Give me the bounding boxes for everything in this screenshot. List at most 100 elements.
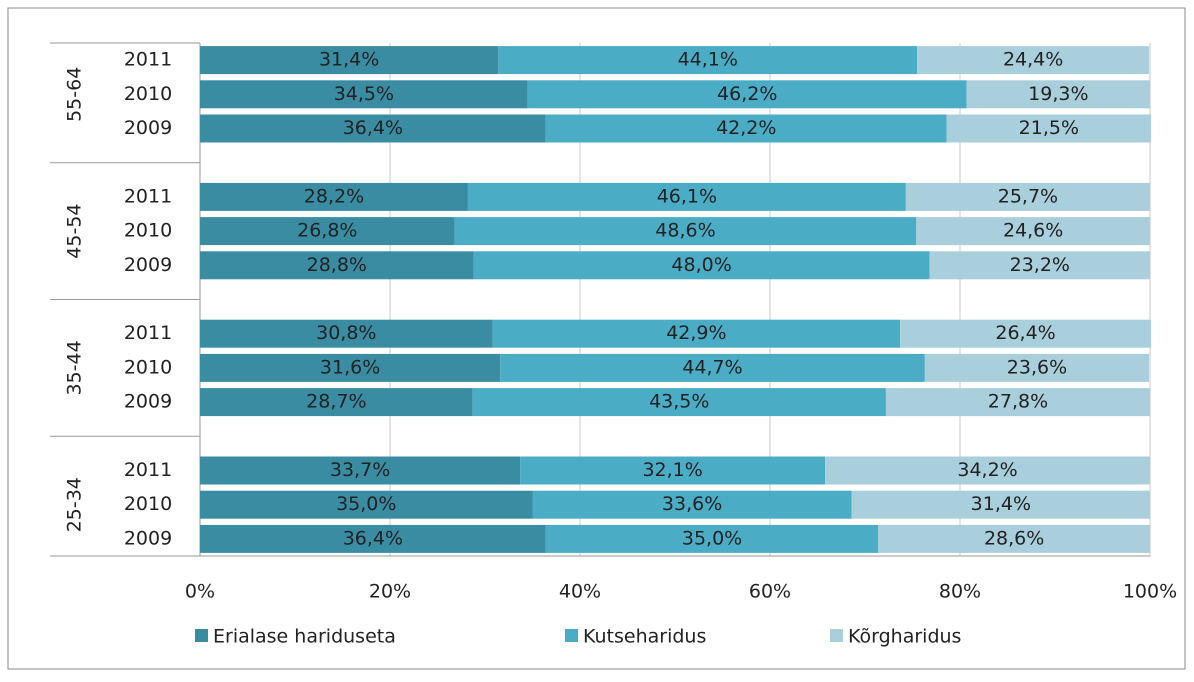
value-label: 27,8% (988, 391, 1048, 413)
bar-segment (929, 251, 1150, 280)
x-tick-label: 20% (369, 581, 411, 603)
bar-segment (200, 524, 546, 553)
y-tick-label: 2011 (124, 49, 172, 71)
bar-segment (527, 80, 967, 109)
bar-segment (966, 80, 1150, 109)
value-label: 28,2% (304, 185, 364, 207)
bar-segment (825, 456, 1150, 485)
group-label: 35-44 (64, 340, 86, 395)
value-label: 31,4% (319, 49, 379, 71)
value-label: 34,5% (334, 83, 394, 105)
bar-segment (885, 388, 1150, 417)
bar-segment (454, 217, 917, 246)
value-label: 42,2% (716, 117, 776, 139)
legend-swatch (195, 629, 208, 642)
legend-label: Kõrgharidus (848, 626, 961, 648)
value-label: 31,4% (971, 493, 1031, 515)
y-tick-label: 2010 (124, 220, 172, 242)
legend-swatch (830, 629, 843, 642)
bar-segment (545, 114, 947, 143)
value-label: 44,7% (682, 356, 742, 378)
y-tick-label: 2011 (124, 459, 172, 481)
y-tick-label: 2009 (124, 254, 172, 276)
y-tick-label: 2010 (124, 356, 172, 378)
x-tick-label: 40% (559, 581, 601, 603)
value-label: 23,2% (1010, 254, 1070, 276)
bar-segment (200, 182, 468, 211)
bar-segment (200, 80, 528, 109)
value-label: 42,9% (666, 322, 726, 344)
value-label: 24,4% (1003, 49, 1063, 71)
y-tick-label: 2011 (124, 322, 172, 344)
value-label: 31,6% (320, 356, 380, 378)
value-label: 19,3% (1028, 83, 1088, 105)
bar-segment (472, 388, 886, 417)
value-label: 28,7% (306, 391, 366, 413)
group-label: 25-34 (64, 477, 86, 532)
value-label: 36,4% (343, 527, 403, 549)
value-label: 48,0% (671, 254, 731, 276)
bar-segment (200, 388, 473, 417)
legend-label: Erialase hariduseta (213, 626, 396, 648)
legend-label: Kutseharidus (583, 626, 706, 648)
value-label: 24,6% (1003, 220, 1063, 242)
bar-segment (492, 319, 901, 348)
value-label: 36,4% (343, 117, 403, 139)
x-tick-label: 0% (185, 581, 215, 603)
bar-segment (473, 251, 930, 280)
bar-segment (200, 490, 533, 519)
value-label: 26,8% (297, 220, 357, 242)
bar-segment (200, 217, 455, 246)
value-label: 35,0% (682, 527, 742, 549)
bar-segment (532, 490, 852, 519)
y-tick-label: 2010 (124, 493, 172, 515)
value-label: 23,6% (1007, 356, 1067, 378)
value-label: 33,6% (662, 493, 722, 515)
y-tick-label: 2009 (124, 117, 172, 139)
y-tick-label: 2010 (124, 83, 172, 105)
bar-segment (917, 46, 1150, 75)
value-label: 33,7% (330, 459, 390, 481)
bar-segment (200, 456, 521, 485)
x-tick-label: 100% (1123, 581, 1177, 603)
group-label: 45-54 (64, 203, 86, 258)
value-label: 28,8% (307, 254, 367, 276)
bar-segment (905, 182, 1150, 211)
value-label: 21,5% (1019, 117, 1079, 139)
value-label: 30,8% (316, 322, 376, 344)
bar-segment (200, 353, 501, 382)
bar-segment (500, 353, 925, 382)
bar-segment (545, 524, 879, 553)
bar-segment (878, 524, 1150, 553)
x-tick-label: 80% (939, 581, 981, 603)
bar-segment (498, 46, 918, 75)
value-label: 46,1% (657, 185, 717, 207)
bar-segment (467, 182, 906, 211)
bar-segment (200, 251, 474, 280)
bar-segment (200, 46, 499, 75)
value-label: 34,2% (957, 459, 1017, 481)
y-tick-label: 2011 (124, 185, 172, 207)
y-tick-label: 2009 (124, 527, 172, 549)
bar-segment (924, 353, 1150, 382)
x-tick-label: 60% (749, 581, 791, 603)
value-label: 43,5% (649, 391, 709, 413)
bar-segment (851, 490, 1150, 519)
value-label: 44,1% (678, 49, 738, 71)
y-tick-label: 2009 (124, 391, 172, 413)
bar-segment (946, 114, 1151, 143)
value-label: 25,7% (998, 185, 1058, 207)
value-label: 28,6% (984, 527, 1044, 549)
bar-segment (200, 319, 493, 348)
bar-segment (520, 456, 826, 485)
value-label: 26,4% (995, 322, 1055, 344)
group-label: 55-64 (64, 67, 86, 122)
value-label: 48,6% (655, 220, 715, 242)
legend-swatch (565, 629, 578, 642)
value-label: 32,1% (642, 459, 702, 481)
bar-segment (900, 319, 1151, 348)
value-label: 35,0% (336, 493, 396, 515)
bar-segment (200, 114, 546, 143)
value-label: 46,2% (717, 83, 777, 105)
